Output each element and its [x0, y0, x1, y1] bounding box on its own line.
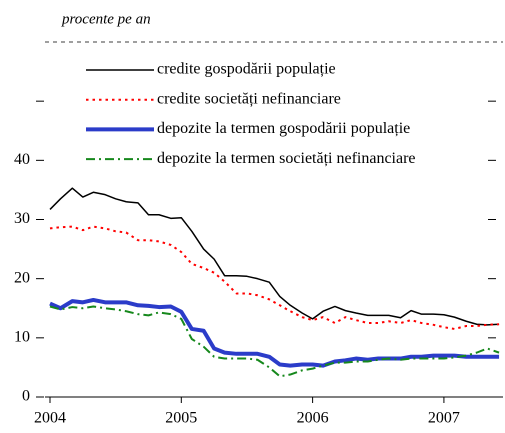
- series-line: [49, 187, 500, 326]
- legend-label: depozite la termen gospodării populație: [157, 120, 410, 137]
- legend-label: credite gospodării populație: [157, 61, 336, 78]
- y-tick-label: 40: [14, 151, 30, 168]
- x-tick-label: 2006: [297, 410, 329, 427]
- y-tick-label: 20: [14, 269, 30, 286]
- series-line: [49, 305, 500, 378]
- y-tick-label: 30: [14, 210, 30, 227]
- series-line: [49, 225, 500, 330]
- y-tick-label: 10: [14, 329, 30, 346]
- legend-label: credite societăți nefinanciare: [157, 90, 341, 107]
- chart-title: procente pe an: [61, 11, 151, 27]
- y-tick-label: 0: [22, 388, 30, 405]
- series-line: [49, 297, 500, 368]
- x-tick-label: 2007: [428, 410, 460, 427]
- x-tick-label: 2005: [165, 410, 197, 427]
- legend-label: depozite la termen societăți nefinanciar…: [157, 150, 416, 167]
- x-tick-label: 2004: [34, 410, 66, 427]
